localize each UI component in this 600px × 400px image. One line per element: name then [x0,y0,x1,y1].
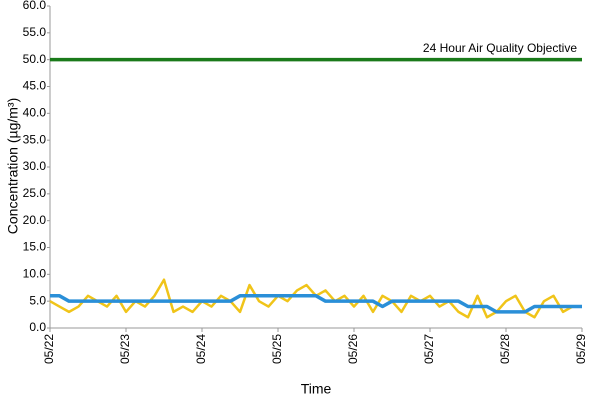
reference-label: 24 Hour Air Quality Objective [423,41,577,55]
y-tick-label: 20.0 [23,213,47,227]
y-tick-label: 10.0 [23,267,47,281]
x-tick-label: 05/22 [42,334,56,364]
y-tick-label: 55.0 [23,25,47,39]
y-tick-label: 60.0 [23,0,47,12]
series-line [50,294,582,314]
x-tick-label: 05/26 [346,334,360,364]
y-tick-label: 15.0 [23,240,47,254]
x-tick-label: 05/27 [422,334,436,364]
x-tick-label: 05/25 [270,334,284,364]
x-axis-title: Time [301,381,332,397]
y-tick-label: 45.0 [23,79,47,93]
y-tick-label: 5.0 [29,293,46,307]
x-tick-label: 05/29 [574,334,588,364]
x-tick-label: 05/28 [498,334,512,364]
y-tick-label: 0.0 [29,320,46,334]
y-tick-label: 30.0 [23,159,47,173]
x-tick-label: 05/23 [118,334,132,364]
x-tick-label: 05/24 [194,334,208,364]
y-axis-title: Concentration (µg/m³) [5,98,21,234]
y-tick-label: 35.0 [23,132,47,146]
y-tick-label: 40.0 [23,106,47,120]
y-tick-label: 50.0 [23,52,47,66]
y-tick-label: 25.0 [23,186,47,200]
